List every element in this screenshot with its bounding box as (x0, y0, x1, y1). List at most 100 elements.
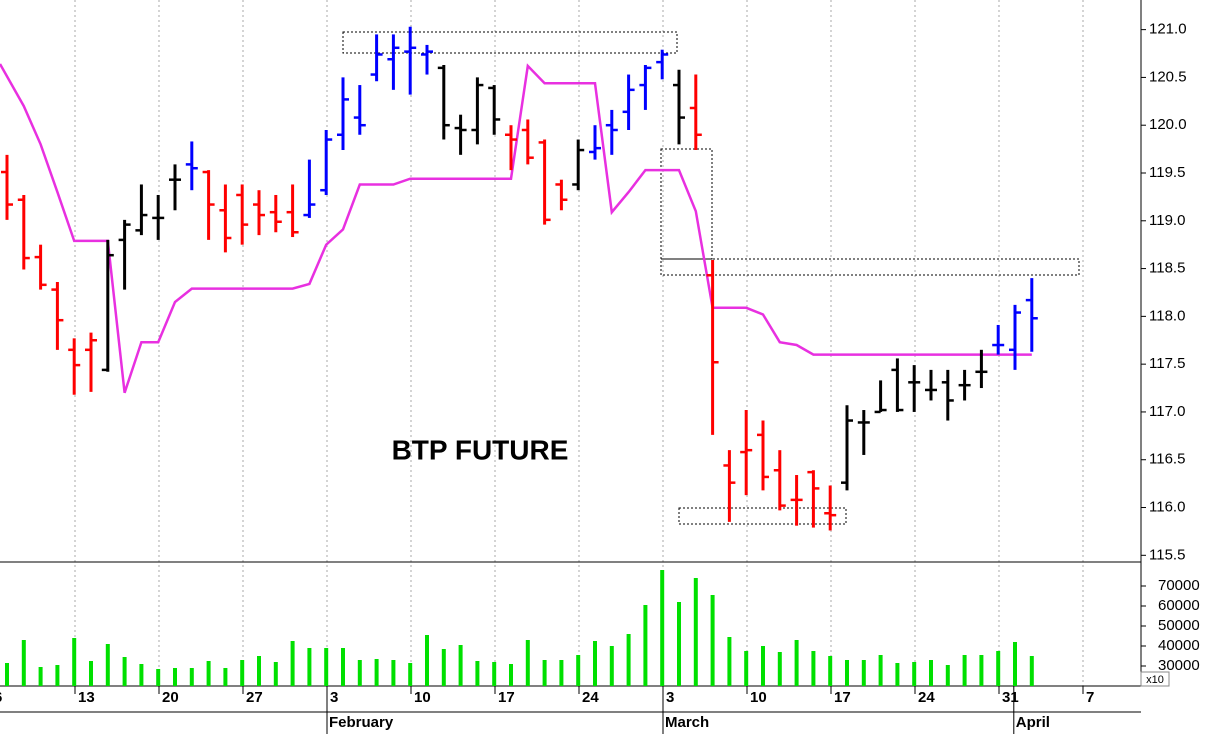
y-tick-label: 121.0 (1149, 21, 1187, 38)
x-tick-label: 24 (918, 689, 935, 706)
volume-bar (156, 669, 161, 686)
month-label: March (665, 714, 709, 731)
volume-bar (38, 667, 43, 686)
volume-bar (845, 660, 849, 686)
y-tick-label: 120.0 (1149, 116, 1187, 133)
volume-bar (509, 664, 513, 686)
x-tick-label: 3 (330, 689, 338, 706)
volume-bar (441, 649, 446, 686)
x-tick-label: 17 (834, 689, 851, 706)
volume-unit: x10 (1146, 674, 1164, 686)
volume-bar (122, 657, 127, 686)
volume-bar (693, 578, 698, 686)
volume-bar (861, 660, 866, 686)
volume-bar (458, 645, 463, 686)
x-tick-label: 3 (666, 689, 674, 706)
target-box (660, 258, 1080, 276)
volume-bar (710, 595, 715, 686)
volume-bar (777, 652, 782, 686)
volume-bar (475, 661, 480, 686)
resistance-box (342, 31, 678, 54)
volume-bar (962, 655, 967, 686)
y-tick-label: 115.5 (1149, 546, 1185, 563)
x-tick-label: 31 (1002, 689, 1019, 706)
volume-tick-label: 70000 (1158, 577, 1200, 594)
y-tick-label: 119.0 (1149, 212, 1185, 229)
volume-bar (593, 641, 597, 686)
x-tick-label: 27 (246, 689, 263, 706)
volume-bar (525, 640, 530, 686)
volume-bar (206, 661, 211, 686)
volume-bar (374, 659, 379, 686)
y-tick-label: 116.5 (1149, 451, 1185, 468)
y-tick-label: 116.0 (1149, 498, 1185, 515)
y-tick-label: 120.5 (1149, 68, 1187, 85)
volume-bar (257, 656, 261, 686)
volume-bar (307, 648, 312, 686)
volume-bar (878, 655, 883, 686)
x-tick-label: 6 (0, 689, 2, 706)
volume-bar (660, 570, 665, 686)
support-box (678, 507, 847, 525)
gap-box (660, 148, 713, 260)
chart-title: BTP FUTURE (392, 434, 569, 465)
volume-tick-label: 60000 (1158, 597, 1200, 614)
volume-bar (21, 640, 26, 686)
x-tick-label: 24 (582, 689, 599, 706)
unit-box (1140, 671, 1170, 687)
volume-bar (828, 656, 833, 686)
volume-bar (542, 660, 547, 686)
volume-bar (290, 641, 295, 686)
x-tick-label: 10 (750, 689, 767, 706)
x-tick-label: 10 (414, 689, 431, 706)
volume-bar (1029, 656, 1034, 686)
volume-bar (1013, 642, 1017, 686)
volume-tick-label: 50000 (1158, 617, 1200, 634)
volume-bar (912, 662, 917, 686)
y-tick-label: 117.0 (1149, 403, 1185, 420)
volume-bar (341, 648, 345, 686)
volume-bar (677, 602, 681, 686)
volume-bar (559, 660, 564, 686)
volume-bar (626, 634, 631, 686)
volume-bar (139, 664, 144, 686)
volume-bar (945, 665, 950, 686)
volume-bar (391, 660, 396, 686)
volume-bar (811, 651, 816, 686)
volume-bar (273, 662, 278, 686)
volume-bar (929, 660, 933, 686)
volume-bar (223, 668, 228, 686)
volume-bar (240, 660, 245, 686)
y-tick-label: 119.5 (1149, 164, 1185, 181)
volume-bar (105, 644, 110, 686)
volume-bar (55, 665, 60, 686)
volume-tick-label: 30000 (1158, 657, 1200, 674)
x-tick-label: 7 (1086, 689, 1094, 706)
y-tick-label: 118.0 (1149, 307, 1185, 324)
volume-bar (357, 660, 362, 686)
volume-bar (609, 646, 614, 686)
volume-bar (408, 663, 413, 686)
volume-bar (979, 655, 984, 686)
volume-bar (996, 651, 1001, 686)
y-tick-label: 117.5 (1149, 355, 1185, 372)
volume-tick-label: 40000 (1158, 637, 1200, 654)
month-label: April (1016, 714, 1050, 731)
volume-bar (727, 637, 732, 686)
volume-bar (794, 640, 799, 686)
y-tick-label: 118.5 (1149, 260, 1185, 277)
x-tick-label: 17 (498, 689, 515, 706)
stop-line (0, 63, 1032, 394)
volume-bar (324, 648, 329, 686)
volume-bar (425, 635, 429, 686)
volume-bar (5, 663, 9, 686)
volume-bar (189, 668, 194, 686)
x-tick-label: 20 (162, 689, 179, 706)
volume-bar (576, 655, 581, 686)
volume-bar (173, 668, 177, 686)
volume-bar (89, 661, 93, 686)
x-tick-label: 13 (78, 689, 95, 706)
volume-bar (72, 638, 77, 686)
